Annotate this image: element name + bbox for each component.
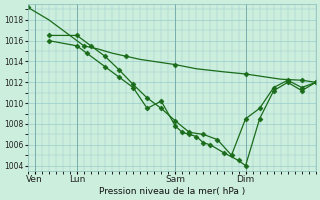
X-axis label: Pression niveau de la mer( hPa ): Pression niveau de la mer( hPa ): [99, 187, 245, 196]
